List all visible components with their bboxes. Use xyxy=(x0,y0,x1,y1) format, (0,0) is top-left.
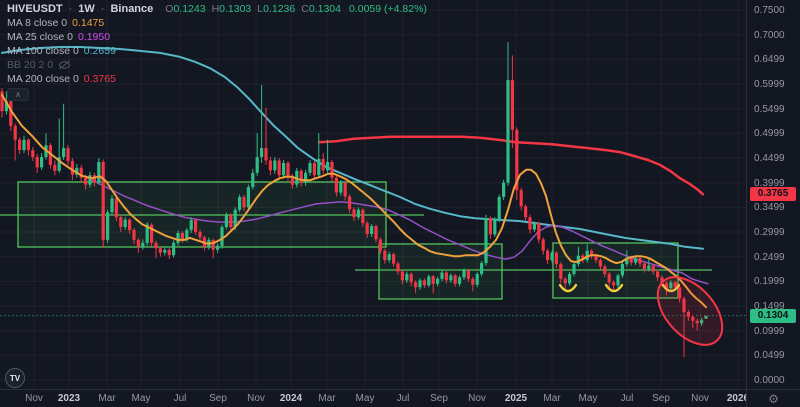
smile-arc-drawing[interactable] xyxy=(604,283,624,293)
ohlc-values: O0.1243 H0.1303 L0.1236 C0.1304 xyxy=(165,3,341,15)
time-tick: May xyxy=(578,393,598,404)
indicator-row[interactable]: MA 8 close 0 0.1475 xyxy=(7,16,427,29)
price-tick: 0.4999 xyxy=(754,128,785,140)
indicator-row[interactable]: MA 200 close 0 0.3765 xyxy=(7,72,427,85)
candlestick-series xyxy=(0,42,708,358)
title-separator: · xyxy=(100,3,105,15)
time-tick: Mar xyxy=(98,393,116,404)
price-tick: 0.1999 xyxy=(754,276,785,288)
time-tick: Jul xyxy=(173,393,187,404)
time-tick: Nov xyxy=(691,393,709,404)
price-tick: 0.3499 xyxy=(754,202,785,214)
ohlc-item: O0.1243 xyxy=(165,3,205,15)
ma-line-ma8[interactable] xyxy=(1,93,707,309)
ma-line-ma100[interactable] xyxy=(1,46,704,250)
symbol-name[interactable]: HIVEUSDT xyxy=(7,3,63,15)
price-change: 0.0059 (+4.82%) xyxy=(348,3,427,15)
price-tick: 0.7000 xyxy=(754,29,785,41)
ma-line-ma200[interactable] xyxy=(317,135,705,196)
rectangle-drawings[interactable] xyxy=(0,181,712,300)
title-separator: · xyxy=(68,3,73,15)
price-tick: 0.0499 xyxy=(754,350,785,362)
price-tick: 0.2999 xyxy=(754,227,785,239)
price-axis[interactable]: 0.7500 0.7000 0.6499 0.5999 0.5499 0.4999 0.44… xyxy=(746,0,800,389)
ohlc-value: 0.1304 xyxy=(308,3,341,15)
axis-corner: ⚙ xyxy=(746,389,800,407)
time-tick: Nov xyxy=(25,393,43,404)
time-tick: Nov xyxy=(247,393,265,404)
indicator-label: MA 25 close 0 xyxy=(7,30,73,43)
indicator-label: MA 8 close 0 xyxy=(7,16,68,29)
price-tick: 0.4499 xyxy=(754,153,785,165)
eye-off-icon[interactable] xyxy=(58,60,71,70)
breakdown-ellipse-drawing[interactable] xyxy=(645,265,734,357)
indicator-label: MA 100 close 0 xyxy=(7,44,79,57)
time-tick: Mar xyxy=(543,393,561,404)
time-tick: 2023 xyxy=(57,393,81,404)
candlestick-chart[interactable] xyxy=(0,0,746,389)
interval-label[interactable]: 1W xyxy=(78,3,95,15)
time-tick: 2025 xyxy=(504,393,528,404)
price-tick: 0.0000 xyxy=(754,375,785,386)
ohlc-item: C0.1304 xyxy=(301,3,341,15)
price-tick: 0.1499 xyxy=(754,301,785,313)
indicator-label: MA 200 close 0 xyxy=(7,72,79,85)
exchange-label[interactable]: Binance xyxy=(110,3,154,15)
price-tick: 0.5999 xyxy=(754,79,785,91)
ohlc-item: L0.1236 xyxy=(257,3,295,15)
price-tick: 0.6499 xyxy=(754,54,785,66)
time-tick: Nov xyxy=(468,393,486,404)
price-label-badge: 0.1304 xyxy=(750,308,796,323)
ohlc-value: 0.1243 xyxy=(173,3,206,15)
smile-arc-drawing[interactable] xyxy=(661,283,681,293)
indicator-legend-list: MA 8 close 0 0.1475 MA 25 close 0 0.1950 MA … xyxy=(7,16,427,85)
time-axis[interactable]: Nov 2023 Mar May Jul Sep Nov 2024 Mar May Jul Sep No… xyxy=(0,389,786,407)
indicator-row[interactable]: MA 100 close 0 0.2659 xyxy=(7,44,427,57)
price-tick: 0.2499 xyxy=(754,251,785,263)
time-tick: Sep xyxy=(430,393,448,404)
time-tick: 2026 xyxy=(726,393,750,404)
time-tick: 2024 xyxy=(279,393,303,404)
price-tick: 0.7500 xyxy=(754,5,785,16)
chart-legend: HIVEUSDT · 1W · Binance O0.1243 H0.1303 L0… xyxy=(7,3,427,101)
ohlc-item: H0.1303 xyxy=(212,3,252,15)
price-label-badge: 0.3765 xyxy=(750,187,796,202)
price-tick: 0.0999 xyxy=(754,325,785,337)
legend-collapse-button[interactable]: ∧ xyxy=(7,88,29,101)
indicator-row[interactable]: MA 25 close 0 0.1950 xyxy=(7,30,427,43)
ma-line-ma25[interactable] xyxy=(87,177,709,285)
time-tick: Jul xyxy=(396,393,410,404)
tradingview-logo-icon[interactable]: TV xyxy=(5,368,25,388)
time-tick: Jul xyxy=(620,393,634,404)
grid xyxy=(0,0,746,389)
symbol-title-row[interactable]: HIVEUSDT · 1W · Binance O0.1243 H0.1303 L0… xyxy=(7,3,427,15)
time-tick: Sep xyxy=(652,393,670,404)
indicator-value: 0.2659 xyxy=(83,44,116,57)
indicator-value: 0.1950 xyxy=(77,30,111,43)
chart-canvas[interactable] xyxy=(0,0,746,389)
indicator-row[interactable]: BB 20 2 0 xyxy=(7,58,427,71)
ohlc-key: O xyxy=(165,3,174,15)
time-tick: Mar xyxy=(318,393,336,404)
price-tick: 0.3999 xyxy=(754,177,785,189)
indicator-value: 0.3765 xyxy=(83,72,116,85)
price-tick: 0.5499 xyxy=(754,103,785,115)
ohlc-key: H xyxy=(211,3,220,15)
ohlc-key: L xyxy=(257,3,264,15)
time-tick: May xyxy=(131,393,151,404)
ohlc-value: 0.1303 xyxy=(219,3,252,15)
time-tick: May xyxy=(355,393,375,404)
axis-settings-gear-icon[interactable]: ⚙ xyxy=(768,391,779,406)
indicator-value: 0.1475 xyxy=(72,16,105,29)
ohlc-value: 0.1236 xyxy=(263,3,296,15)
time-tick: Sep xyxy=(209,393,227,404)
indicator-label: BB 20 2 0 xyxy=(7,58,54,71)
ohlc-key: C xyxy=(301,3,309,15)
smile-arc-drawing[interactable] xyxy=(558,283,578,293)
